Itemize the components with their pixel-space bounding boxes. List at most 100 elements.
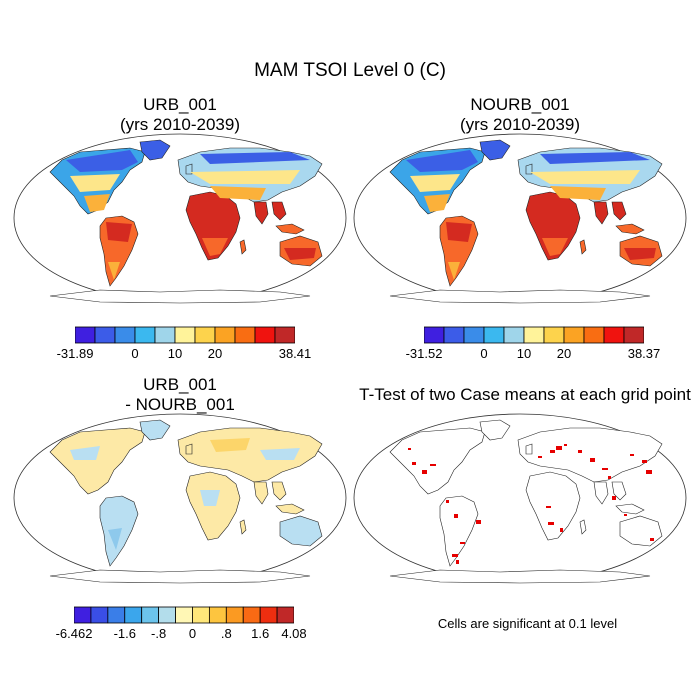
significant-cell xyxy=(546,506,551,508)
continent-madagascar xyxy=(239,519,247,535)
colorbar-swatch xyxy=(443,326,465,344)
continent-antarctica xyxy=(389,569,651,584)
continent-greenland xyxy=(479,139,511,161)
colorbar-swatch xyxy=(134,326,156,344)
colorbar-label: 1.6 xyxy=(251,626,270,641)
continent-madagascar xyxy=(579,519,587,535)
significant-cell xyxy=(454,514,458,518)
colorbar-swatch xyxy=(114,326,136,344)
colorbar-swatch xyxy=(603,326,625,344)
difference-region xyxy=(210,438,250,452)
difference-region xyxy=(200,490,220,506)
colorbar-swatch xyxy=(124,606,143,624)
significant-cell xyxy=(556,446,562,450)
colorbar-swatch xyxy=(174,326,196,344)
colorbar-swatch xyxy=(503,326,525,344)
colorbar-swatch xyxy=(74,326,96,344)
colorbar-label: -1.6 xyxy=(113,626,136,641)
colorbar-swatch xyxy=(208,606,227,624)
colorbar-swatch xyxy=(234,326,256,344)
temperature-region xyxy=(284,248,316,260)
colorbar-swatch xyxy=(107,606,126,624)
temperature-region xyxy=(424,194,450,212)
significant-cell xyxy=(550,450,555,453)
significant-cell xyxy=(430,464,436,466)
colorbar-swatch xyxy=(543,326,565,344)
continent-greenland xyxy=(139,139,171,161)
continent-antarctica xyxy=(389,289,651,304)
colorbar-swatch xyxy=(192,606,210,624)
colorbar-swatch xyxy=(90,606,109,624)
colorbar-label: 38.41 xyxy=(278,346,312,361)
continent-uk xyxy=(185,443,193,455)
colorbar-swatch xyxy=(483,326,505,344)
colorbar-nourb-swatches xyxy=(423,326,645,344)
colorbar-label: 38.37 xyxy=(627,346,661,361)
significant-cell xyxy=(590,458,595,462)
temperature-region xyxy=(550,186,606,200)
colorbar-label: 20 xyxy=(556,346,572,361)
temperature-region xyxy=(108,262,120,280)
map-nourb xyxy=(353,133,687,304)
colorbar-label: -6.462 xyxy=(55,626,93,641)
colorbar-swatch xyxy=(175,606,193,624)
temperature-region xyxy=(70,174,120,192)
temperature-region xyxy=(200,152,310,164)
continent-seAsia xyxy=(271,201,287,221)
map-ttest xyxy=(353,413,687,584)
temperature-region xyxy=(84,194,110,212)
colorbar-urb: -31.89 0 10 20 38.41 xyxy=(57,326,311,361)
colorbar-swatch xyxy=(523,326,545,344)
significant-cell xyxy=(578,450,582,453)
significant-cell xyxy=(446,500,449,503)
colorbar-label: 10 xyxy=(167,346,183,361)
colorbar-diff-swatches xyxy=(73,606,295,624)
colorbar-label: 0 xyxy=(480,346,488,361)
map-diff xyxy=(13,413,347,584)
continent-indonesia xyxy=(615,503,645,515)
temperature-region xyxy=(210,186,266,200)
significant-cell xyxy=(460,542,465,544)
colorbar-label: -31.89 xyxy=(56,346,94,361)
colorbar-swatch xyxy=(563,326,585,344)
continent-antarctica xyxy=(49,289,311,304)
significant-cell xyxy=(456,560,459,564)
significant-cell xyxy=(608,476,611,479)
colorbar-swatch xyxy=(623,326,645,344)
panel-title-nourb-line2: (yrs 2010-2039) xyxy=(459,115,580,134)
colorbar-label: .8 xyxy=(220,626,232,641)
colorbar-swatch xyxy=(276,606,295,624)
colorbar-swatch xyxy=(141,606,160,624)
continent-antarctica xyxy=(49,569,311,584)
colorbar-swatch xyxy=(274,326,296,344)
colorbar-swatch xyxy=(254,326,276,344)
colorbar-swatch xyxy=(463,326,485,344)
panel-title-urb-line2: (yrs 2010-2039) xyxy=(119,115,240,134)
temperature-region xyxy=(540,152,650,164)
colorbar-swatch xyxy=(259,606,278,624)
continent-indonesia xyxy=(275,223,305,235)
continent-australia xyxy=(279,515,323,547)
colorbar-urb-swatches xyxy=(74,326,296,344)
continent-madagascar xyxy=(239,239,247,255)
continent-india xyxy=(593,201,609,225)
colorbar-nourb: -31.52 0 10 20 38.37 xyxy=(406,326,660,361)
temperature-region xyxy=(410,174,460,192)
panel-title-ttest-line1: T-Test of two Case means at each grid po… xyxy=(359,385,691,404)
colorbar-swatch xyxy=(214,326,236,344)
panel-title-diff-line2: - NOURB_001 xyxy=(125,395,235,414)
colorbar-swatch xyxy=(583,326,605,344)
continent-northAmerica xyxy=(389,427,486,495)
continent-uk xyxy=(525,443,533,455)
colorbar-label: 10 xyxy=(516,346,532,361)
colorbar-swatch xyxy=(194,326,216,344)
temperature-region xyxy=(446,222,472,242)
panel-title-ttest: T-Test of two Case means at each grid po… xyxy=(350,385,700,405)
significant-cell xyxy=(564,444,567,446)
significant-cell xyxy=(630,454,634,456)
temperature-region xyxy=(66,150,138,172)
continent-seAsia xyxy=(611,201,627,221)
significant-cell xyxy=(412,462,416,465)
significant-cell xyxy=(612,496,616,500)
temperature-region xyxy=(106,222,132,242)
